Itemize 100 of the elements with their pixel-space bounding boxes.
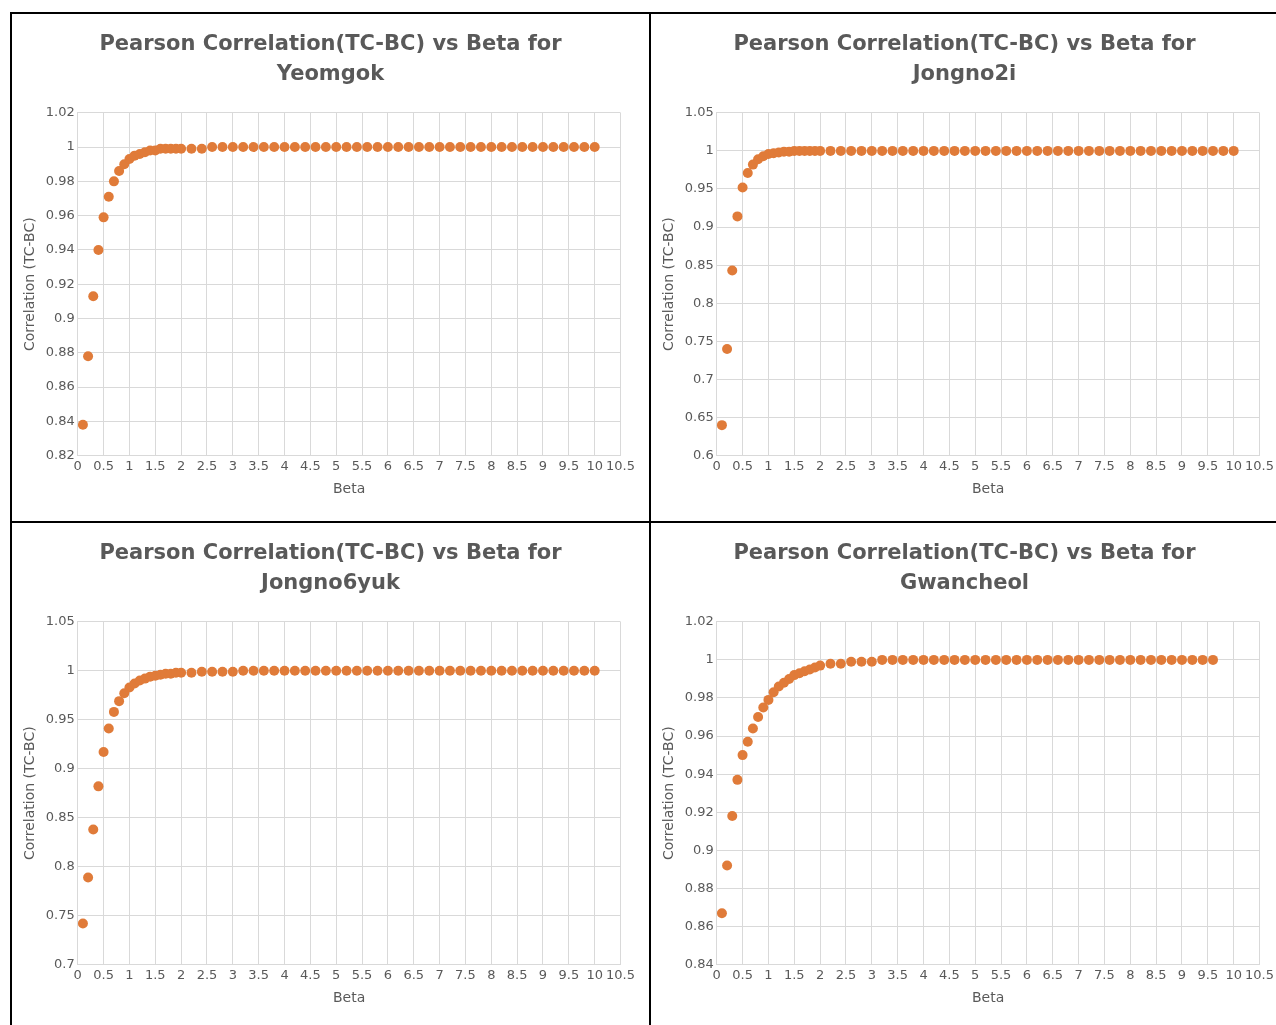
y-axis-title: Correlation (TC-BC) <box>660 726 677 861</box>
y-tick-label: 1 <box>705 142 714 158</box>
x-tick-label: 5.5 <box>990 966 1012 982</box>
x-axis-title: Beta <box>332 989 366 1006</box>
y-tick-label: 0.98 <box>45 172 75 188</box>
x-tick-label: 9.5 <box>558 457 580 473</box>
y-axis-title: Correlation (TC-BC) <box>660 217 677 352</box>
x-tick-label: 3.5 <box>887 457 909 473</box>
y-tick-label: 1 <box>705 651 714 667</box>
x-tick-label: 7 <box>435 457 444 473</box>
y-tick-label: 1.02 <box>684 613 714 629</box>
y-tick-label: 0.8 <box>693 294 714 310</box>
y-tick-label: 0.98 <box>684 689 714 705</box>
x-tick-label: 10.5 <box>1245 966 1274 982</box>
x-tick-label: 7.5 <box>455 457 476 473</box>
x-tick-label: 7 <box>1074 457 1083 473</box>
y-tick-label: 0.9 <box>54 309 75 325</box>
x-tick-label: 10.5 <box>606 457 635 473</box>
chart-title: Pearson Correlation(TC-BC) vs Beta for Jongno2i <box>732 30 1197 87</box>
y-tick-label: 0.94 <box>684 765 714 781</box>
x-tick-label: 6.5 <box>403 966 425 982</box>
x-tick-label: 8.5 <box>1145 966 1167 982</box>
x-tick-label: 1.5 <box>144 457 166 473</box>
x-tick-label: 1.5 <box>144 966 166 982</box>
x-tick-label: 8 <box>1126 966 1135 982</box>
x-tick-label: 2 <box>815 966 825 982</box>
x-tick-label: 0 <box>73 966 82 982</box>
y-tick-label: 1.05 <box>684 104 714 120</box>
x-tick-label: 8.5 <box>506 966 528 982</box>
y-tick-label: 0.95 <box>684 180 714 196</box>
x-tick-label: 1 <box>764 457 773 473</box>
x-tick-label: 5 <box>971 966 980 982</box>
x-tick-label: 1.5 <box>783 457 805 473</box>
x-tick-label: 9.5 <box>1197 966 1219 982</box>
y-tick-label: 1 <box>66 138 75 154</box>
y-tick-label: 0.82 <box>45 446 75 462</box>
x-tick-label: 0 <box>712 966 721 982</box>
x-tick-label: 8 <box>487 966 496 982</box>
x-tick-label: 4.5 <box>300 966 321 982</box>
x-tick-label: 6.5 <box>1042 457 1064 473</box>
y-tick-label: 0.88 <box>45 344 75 360</box>
chart-title: Pearson Correlation(TC-BC) vs Beta for Gwancheol <box>732 539 1197 596</box>
x-tick-label: 3 <box>867 966 876 982</box>
y-tick-label: 0.96 <box>45 207 75 223</box>
chart-title: Pearson Correlation(TC-BC) vs Beta for Yeomgok <box>98 30 563 87</box>
x-tick-label: 4.5 <box>939 966 960 982</box>
x-tick-label: 4.5 <box>300 457 321 473</box>
x-tick-label: 5.5 <box>990 457 1012 473</box>
x-tick-label: 3 <box>228 457 237 473</box>
x-tick-label: 2.5 <box>835 457 857 473</box>
x-axis-title: Beta <box>971 480 1005 497</box>
x-tick-label: 2 <box>815 457 825 473</box>
y-tick-label: 0.94 <box>45 241 75 257</box>
y-tick-label: 0.92 <box>45 275 75 291</box>
x-tick-label: 6.5 <box>403 457 425 473</box>
y-tick-label: 1.02 <box>45 104 75 120</box>
chart-title: Pearson Correlation(TC-BC) vs Beta for Jongno6yuk <box>98 539 563 596</box>
x-tick-label: 2 <box>176 457 186 473</box>
x-tick-label: 2.5 <box>835 966 857 982</box>
y-tick-label: 0.84 <box>684 955 714 971</box>
y-tick-label: 1 <box>66 662 75 678</box>
y-tick-label: 0.7 <box>693 370 714 386</box>
x-tick-label: 9.5 <box>1197 457 1219 473</box>
y-tick-label: 0.75 <box>684 332 714 348</box>
x-tick-label: 3.5 <box>248 966 270 982</box>
x-tick-label: 9 <box>1177 966 1187 982</box>
x-tick-label: 1 <box>125 457 134 473</box>
y-tick-label: 0.96 <box>684 727 714 743</box>
y-tick-label: 0.84 <box>45 412 75 428</box>
y-tick-label: 0.88 <box>684 879 714 895</box>
y-tick-label: 0.85 <box>45 809 75 825</box>
y-tick-label: 1.05 <box>45 613 75 629</box>
x-tick-label: 1 <box>764 966 773 982</box>
x-tick-label: 0.5 <box>732 966 753 982</box>
x-tick-label: 8 <box>487 457 496 473</box>
x-tick-label: 3.5 <box>887 966 909 982</box>
x-tick-label: 5 <box>971 457 980 473</box>
x-tick-label: 9 <box>538 457 548 473</box>
x-tick-label: 8.5 <box>506 457 528 473</box>
x-tick-label: 7.5 <box>1094 966 1115 982</box>
y-tick-label: 0.9 <box>54 760 75 776</box>
x-tick-label: 4 <box>280 457 289 473</box>
x-tick-label: 5 <box>332 966 341 982</box>
x-tick-label: 10.5 <box>1245 457 1274 473</box>
x-tick-label: 2 <box>176 966 186 982</box>
y-axis-title: Correlation (TC-BC) <box>21 726 38 861</box>
x-tick-label: 3.5 <box>248 457 270 473</box>
x-tick-label: 7.5 <box>455 966 476 982</box>
x-tick-label: 6 <box>1022 966 1032 982</box>
x-tick-label: 6 <box>383 457 393 473</box>
x-tick-label: 10 <box>586 457 603 473</box>
x-tick-label: 3 <box>867 457 876 473</box>
x-tick-label: 1.5 <box>783 966 805 982</box>
x-tick-label: 8 <box>1126 457 1135 473</box>
y-tick-label: 0.86 <box>684 917 714 933</box>
y-tick-label: 0.6 <box>693 446 714 462</box>
x-tick-label: 4 <box>919 966 928 982</box>
x-tick-label: 6 <box>383 966 393 982</box>
y-tick-label: 0.9 <box>693 218 714 234</box>
x-tick-label: 4 <box>919 457 928 473</box>
